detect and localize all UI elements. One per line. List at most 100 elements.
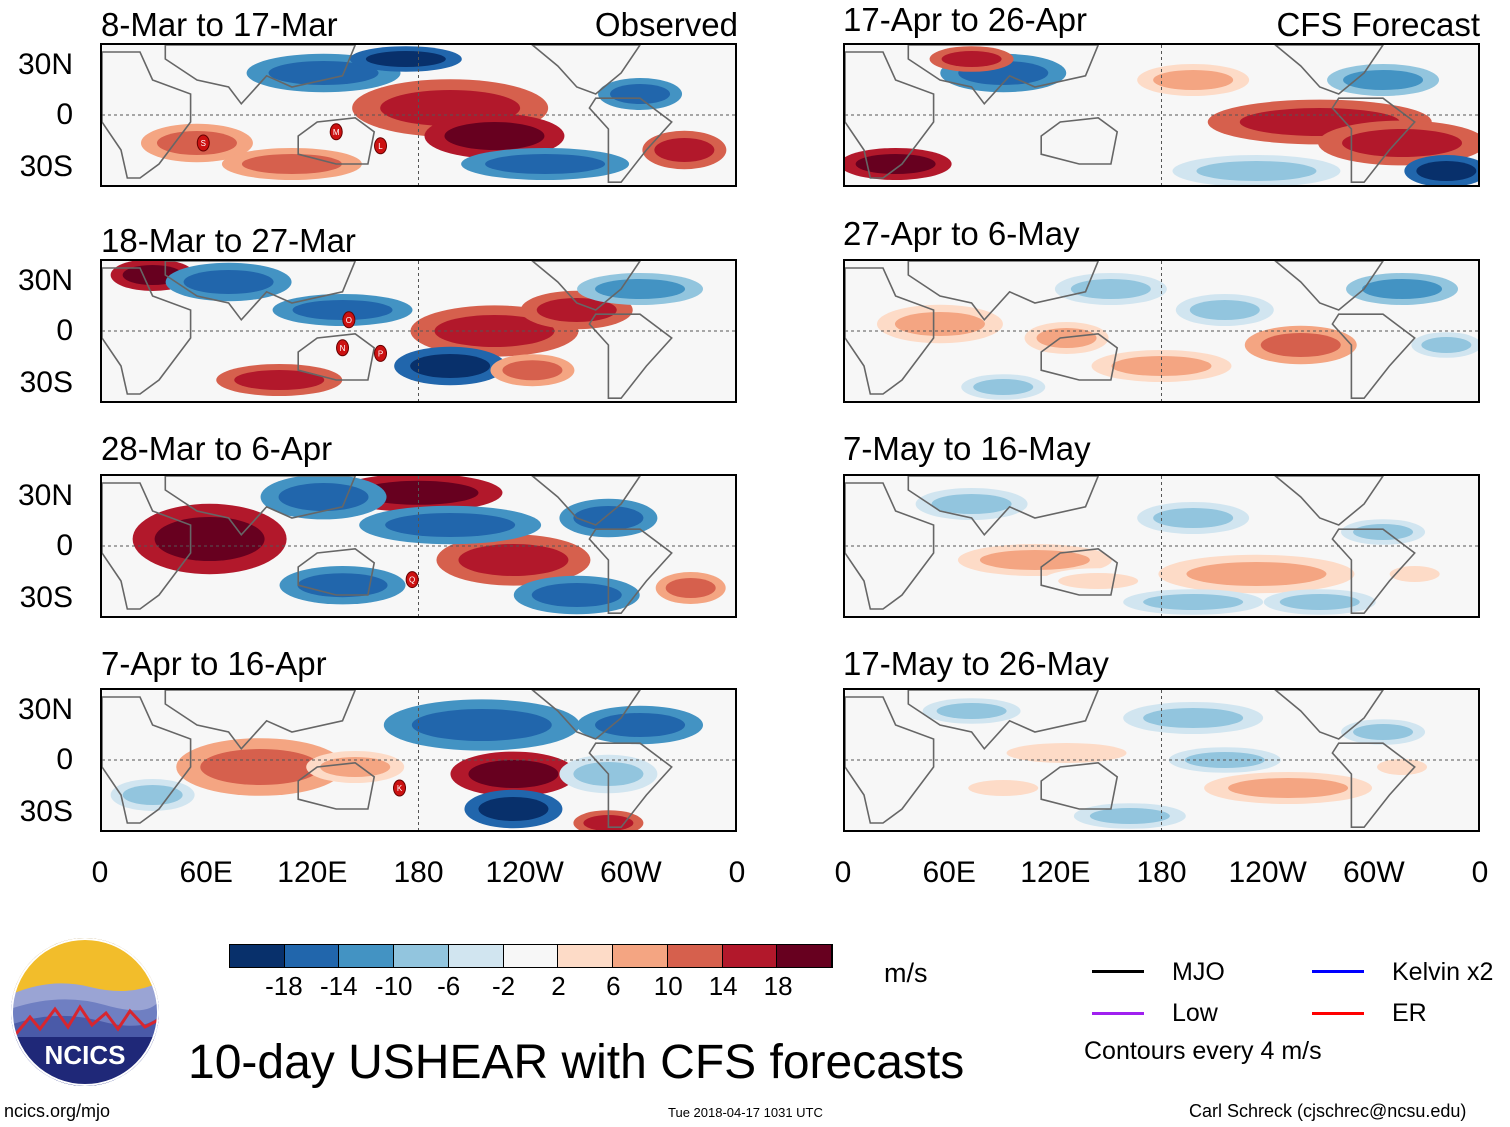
er-legend-label: ER	[1392, 999, 1427, 1027]
coastline	[1274, 261, 1384, 311]
coastline	[531, 476, 641, 526]
anomaly-blob	[1006, 743, 1127, 763]
coastline	[297, 547, 376, 596]
anomaly-blob	[1342, 129, 1463, 157]
coastline	[845, 482, 935, 610]
colorbar-tick-label: -6	[437, 971, 461, 1001]
anomaly-blob	[931, 494, 1012, 514]
anomaly-blob	[478, 797, 549, 821]
anomaly-blob	[297, 573, 388, 598]
y-tick-label: 30S	[19, 366, 73, 399]
anomaly-blob	[444, 122, 545, 150]
map-panel-8	[843, 688, 1480, 832]
colorbar-bin	[284, 945, 340, 967]
colorbar-bin	[230, 945, 285, 967]
anomaly-blob	[411, 709, 552, 741]
x-tick-label: 180	[1136, 856, 1187, 889]
storm-marker-icon	[196, 134, 210, 152]
footer-credit: Carl Schreck (cjschrec@ncsu.edu)	[1189, 1101, 1467, 1121]
ncics-logo: NCICS	[10, 937, 160, 1087]
storm-marker-icon	[374, 137, 388, 155]
anomaly-blob	[468, 760, 559, 788]
coastline	[845, 267, 935, 395]
colorbar-bin	[613, 945, 668, 967]
x-tick-label: 120W	[485, 856, 564, 889]
anomaly-blob	[595, 279, 686, 299]
x-tick-label: 60W	[1342, 856, 1405, 889]
x-tick-label: 180	[393, 856, 444, 889]
anomaly-blob	[855, 154, 936, 174]
anomaly-blob	[1279, 594, 1360, 610]
storm-label: O	[346, 316, 352, 325]
anomaly-blob	[1089, 808, 1170, 824]
colorbar-tick-label: 18	[763, 971, 793, 1001]
coastline	[297, 116, 376, 165]
x-tick-label: 120E	[1020, 856, 1091, 889]
storm-marker-icon	[374, 344, 388, 362]
map-panel-7	[843, 474, 1480, 618]
coastline	[102, 267, 192, 395]
anomaly-blob	[1196, 161, 1317, 181]
storm-label: N	[340, 344, 346, 353]
panel-title-6: 27-Apr to 6-May	[843, 215, 1080, 252]
storm-label: P	[378, 349, 383, 358]
colorbar-bin	[777, 945, 833, 967]
storm-label: S	[201, 139, 206, 148]
colorbar-bin	[448, 945, 504, 967]
anomaly-blob	[1377, 759, 1428, 775]
mjo-legend-label: MJO	[1172, 958, 1225, 986]
x-tick-label: 0	[91, 856, 109, 889]
kelvin-legend-label: Kelvin x2	[1392, 958, 1494, 986]
mjo-legend-line	[1092, 970, 1144, 973]
contours-note: Contours every 4 m/s	[1084, 1037, 1322, 1065]
anomaly-blob	[241, 154, 342, 174]
map-panel-6	[843, 259, 1480, 403]
anomaly-blob	[665, 578, 716, 598]
colorbar-bin	[722, 945, 778, 967]
x-tick-label: 0	[728, 856, 746, 889]
coastline	[845, 51, 935, 179]
storm-marker-icon	[336, 339, 350, 357]
y-tick-label: 0	[56, 98, 73, 131]
anomaly-blob	[1343, 70, 1424, 90]
storm-marker-icon	[329, 123, 343, 141]
logo-text: NCICS	[45, 1040, 126, 1070]
anomaly-blob	[1186, 562, 1327, 586]
colorbar-bin	[394, 945, 449, 967]
anomaly-blob	[365, 51, 446, 67]
coastline	[164, 476, 357, 537]
anomaly-blob	[485, 154, 606, 174]
colorbar	[229, 944, 833, 968]
storm-label: L	[378, 142, 383, 151]
y-tick-label: 30S	[19, 581, 73, 614]
anomaly-blob	[358, 480, 479, 505]
anomaly-blob	[936, 703, 1007, 719]
observed-label: Observed	[594, 6, 738, 43]
anomaly-blob	[894, 312, 985, 336]
panel-title-7: 7-May to 16-May	[843, 430, 1091, 467]
anomaly-blob	[1058, 573, 1139, 589]
y-tick-label: 30S	[19, 795, 73, 828]
coastline	[907, 261, 1100, 322]
anomaly-blob	[200, 749, 321, 785]
colorbar-bin	[339, 945, 395, 967]
anomaly-blob	[1153, 70, 1234, 90]
colorbar-bin	[558, 945, 614, 967]
colorbar-tick-label: 14	[708, 971, 738, 1001]
colorbar-bin	[503, 945, 559, 967]
anomaly-blob	[973, 379, 1034, 395]
anomaly-blob	[458, 544, 569, 576]
anomaly-blob	[154, 517, 265, 561]
footer-url[interactable]: ncics.org/mjo	[4, 1101, 111, 1121]
anomaly-blob	[654, 138, 715, 162]
anomaly-blob	[183, 270, 274, 294]
x-tick-label: 120E	[277, 856, 348, 889]
y-tick-label: 0	[56, 743, 73, 776]
coastline	[1040, 547, 1119, 596]
map-panel-1: S M L	[100, 43, 737, 187]
storm-label: Q	[409, 576, 415, 585]
y-tick-label: 30N	[17, 693, 73, 726]
panel-title-3: 28-Mar to 6-Apr	[101, 430, 333, 467]
map-panel-4: K	[100, 688, 737, 832]
anomaly-blob	[268, 61, 379, 85]
